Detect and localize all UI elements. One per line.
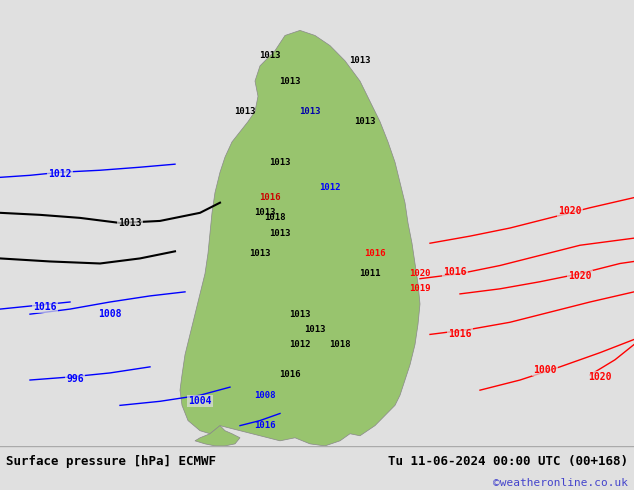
Text: 996: 996 bbox=[66, 374, 84, 384]
Text: 1011: 1011 bbox=[359, 269, 381, 278]
Text: 1020: 1020 bbox=[410, 269, 430, 278]
Text: 1000: 1000 bbox=[533, 365, 557, 375]
Text: 1020: 1020 bbox=[588, 372, 612, 382]
Text: 1004: 1004 bbox=[188, 396, 212, 406]
Polygon shape bbox=[180, 30, 420, 446]
Text: 1013: 1013 bbox=[269, 228, 291, 238]
Text: 1008: 1008 bbox=[98, 309, 122, 319]
Text: Tu 11-06-2024 00:00 UTC (00+168): Tu 11-06-2024 00:00 UTC (00+168) bbox=[387, 455, 628, 468]
Text: 1013: 1013 bbox=[289, 310, 311, 318]
Text: 1013: 1013 bbox=[299, 107, 321, 116]
Text: 1016: 1016 bbox=[254, 421, 276, 430]
Text: 1013: 1013 bbox=[249, 249, 271, 258]
Text: 1013: 1013 bbox=[279, 76, 301, 86]
Text: 1016: 1016 bbox=[365, 249, 385, 258]
Text: 1013: 1013 bbox=[269, 158, 291, 167]
Text: ©weatheronline.co.uk: ©weatheronline.co.uk bbox=[493, 478, 628, 489]
Text: 1016: 1016 bbox=[33, 302, 57, 312]
Text: 1013: 1013 bbox=[304, 325, 326, 334]
Text: 1013: 1013 bbox=[119, 218, 142, 228]
Text: 1013: 1013 bbox=[259, 51, 281, 60]
Text: 1013: 1013 bbox=[234, 107, 256, 116]
Text: 1020: 1020 bbox=[559, 206, 582, 216]
Text: 1012: 1012 bbox=[320, 183, 340, 192]
Text: 1012: 1012 bbox=[289, 340, 311, 349]
Text: 1019: 1019 bbox=[410, 284, 430, 294]
Text: Surface pressure [hPa] ECMWF: Surface pressure [hPa] ECMWF bbox=[6, 455, 216, 468]
Text: 1008: 1008 bbox=[254, 391, 276, 400]
Text: 1013: 1013 bbox=[354, 117, 376, 126]
Text: 1016: 1016 bbox=[279, 370, 301, 379]
Text: 1018: 1018 bbox=[264, 213, 286, 222]
Text: 1018: 1018 bbox=[329, 340, 351, 349]
Text: 1016: 1016 bbox=[448, 329, 472, 340]
Text: 1013: 1013 bbox=[254, 208, 276, 218]
Text: 1016: 1016 bbox=[259, 193, 281, 202]
Text: 1012: 1012 bbox=[48, 170, 72, 179]
Text: 1013: 1013 bbox=[349, 56, 371, 65]
Polygon shape bbox=[195, 426, 240, 446]
Text: 1020: 1020 bbox=[568, 270, 592, 281]
Text: 1016: 1016 bbox=[443, 267, 467, 276]
